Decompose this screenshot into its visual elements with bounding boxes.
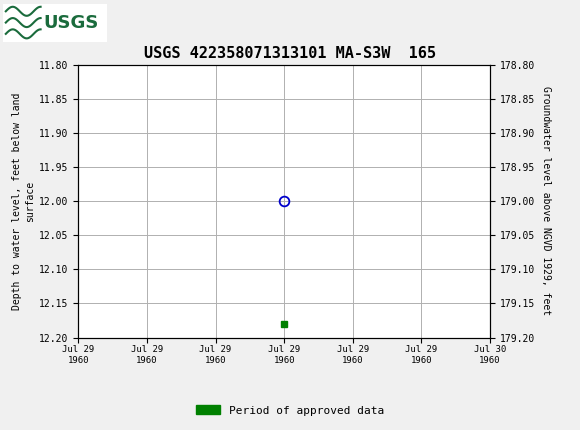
- Text: USGS: USGS: [44, 14, 99, 31]
- Y-axis label: Depth to water level, feet below land
surface: Depth to water level, feet below land su…: [12, 92, 35, 310]
- Text: USGS 422358071313101 MA-S3W  165: USGS 422358071313101 MA-S3W 165: [144, 46, 436, 61]
- Y-axis label: Groundwater level above NGVD 1929, feet: Groundwater level above NGVD 1929, feet: [541, 86, 550, 316]
- Legend: Period of approved data: Period of approved data: [191, 401, 389, 420]
- Bar: [3, 3, 107, 42]
